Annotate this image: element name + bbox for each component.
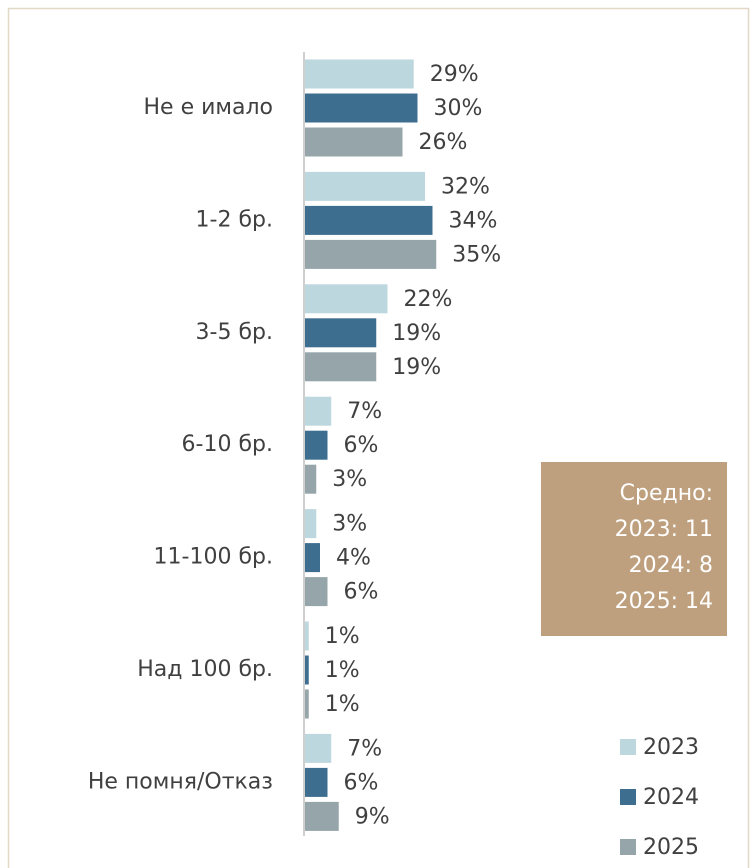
bar xyxy=(305,543,320,573)
data-label: 22% xyxy=(404,287,453,312)
legend-label: 2024 xyxy=(643,785,699,810)
annotation-text: 2024: 8 xyxy=(629,553,713,578)
data-label: 1% xyxy=(325,658,360,683)
bar xyxy=(305,430,328,460)
annotation-text: Средно: xyxy=(620,481,713,506)
bar xyxy=(305,127,403,157)
bar xyxy=(305,621,309,651)
bar xyxy=(305,689,309,719)
data-label: 3% xyxy=(332,512,367,537)
data-label: 19% xyxy=(392,321,441,346)
bar xyxy=(305,205,433,235)
annotation-box xyxy=(541,462,727,636)
legend-swatch xyxy=(620,739,636,755)
bar xyxy=(305,171,425,201)
bar xyxy=(305,352,377,382)
data-label: 6% xyxy=(344,433,379,458)
annotation-text: 2023: 11 xyxy=(615,517,713,542)
data-label: 9% xyxy=(355,804,390,829)
data-label: 34% xyxy=(449,208,498,233)
bar xyxy=(305,801,339,831)
bar xyxy=(305,767,328,797)
category-label: 11-100 бр. xyxy=(154,545,273,570)
legend-label: 2023 xyxy=(643,735,699,760)
data-label: 35% xyxy=(452,242,501,267)
category-label: Над 100 бр. xyxy=(137,657,273,682)
data-label: 6% xyxy=(344,580,379,605)
category-label: Не е имало xyxy=(144,95,274,120)
bar xyxy=(305,93,418,123)
data-label: 3% xyxy=(332,467,367,492)
legend-swatch xyxy=(620,839,636,855)
data-label: 32% xyxy=(441,174,490,199)
bar xyxy=(305,655,309,685)
data-label: 7% xyxy=(347,736,382,761)
data-label: 1% xyxy=(325,692,360,717)
data-label: 4% xyxy=(336,546,371,571)
annotation-text: 2025: 14 xyxy=(615,589,713,614)
category-label: 3-5 бр. xyxy=(196,320,273,345)
bar xyxy=(305,577,328,607)
bar xyxy=(305,239,437,269)
bar xyxy=(305,284,388,314)
bar xyxy=(305,318,377,348)
data-label: 7% xyxy=(347,399,382,424)
data-label: 30% xyxy=(434,96,483,121)
category-label: Не помня/Отказ xyxy=(88,769,273,794)
frame xyxy=(7,7,750,868)
data-label: 1% xyxy=(325,624,360,649)
category-label: 6-10 бр. xyxy=(182,432,273,457)
legend-swatch xyxy=(620,789,636,805)
bar xyxy=(305,733,332,763)
data-label: 26% xyxy=(419,130,468,155)
data-label: 19% xyxy=(392,355,441,380)
bar xyxy=(305,59,414,89)
legend-label: 2025 xyxy=(643,835,699,860)
bar xyxy=(305,464,317,494)
bar xyxy=(305,509,317,539)
data-label: 29% xyxy=(430,62,479,87)
category-label: 1-2 бр. xyxy=(196,207,273,232)
data-label: 6% xyxy=(344,770,379,795)
bar xyxy=(305,396,332,426)
